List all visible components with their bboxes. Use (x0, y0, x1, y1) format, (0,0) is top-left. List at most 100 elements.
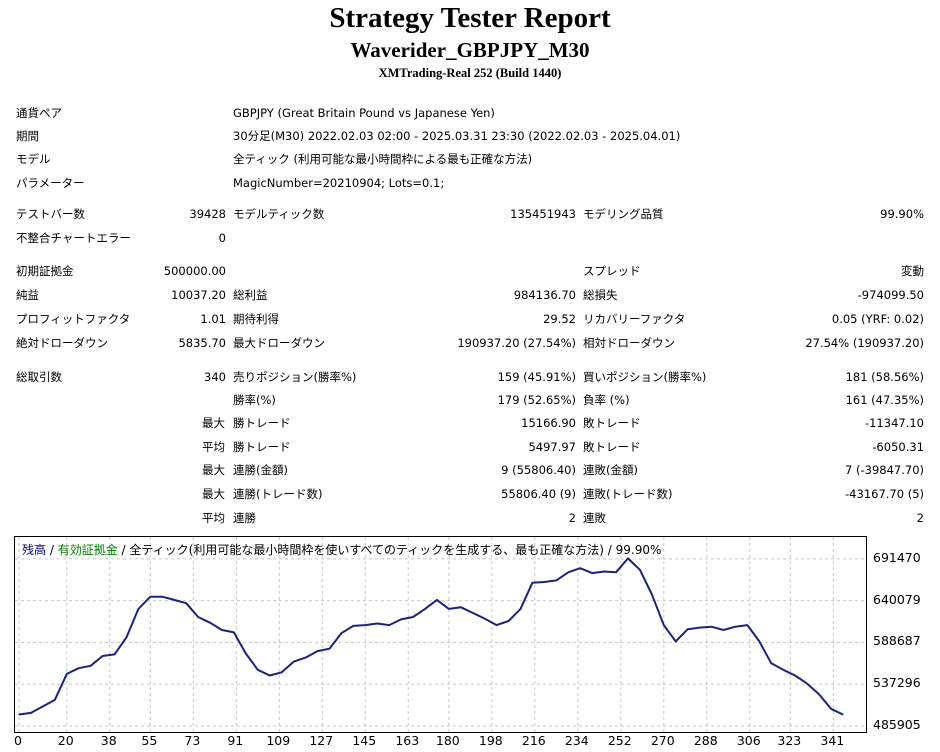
balance-point (770, 662, 772, 664)
y-tick-label: 691470 (873, 549, 921, 565)
balance-point (436, 599, 438, 601)
balance-point (758, 640, 760, 642)
x-tick-label: 216 (521, 733, 546, 748)
model-value: 全ティック (利用可能な最小時間枠による最も正確な方法) (233, 152, 533, 166)
balance-point (388, 624, 390, 626)
balance-point (305, 657, 307, 659)
balance-point (627, 557, 629, 559)
average-consecutive-prefix: 平均 (202, 511, 225, 525)
balance-point (66, 673, 68, 675)
balance-point (687, 628, 689, 630)
profit-trades-value: 179 (52.65%) (497, 393, 576, 407)
x-tick-label: 38 (100, 733, 117, 748)
profit-trades-label: 勝率(%) (233, 393, 276, 407)
largest-profit-label: 勝トレード (233, 416, 291, 430)
profit-factor-label: プロフィットファクタ (16, 312, 131, 326)
balance-point (699, 627, 701, 629)
recovery-factor-value: 0.05 (YRF: 0.02) (831, 312, 924, 326)
relative-drawdown-value: 27.54% (190937.20) (805, 336, 924, 350)
balance-point (424, 608, 426, 610)
total-trades-label: 総取引数 (16, 370, 62, 384)
average-consecutive-losses-label: 連敗 (583, 511, 606, 525)
balance-point (340, 632, 342, 634)
long-positions-value: 181 (58.56%) (845, 370, 924, 384)
consecutive-wins-label: 連勝(金額) (233, 463, 288, 477)
mismatch-label: 不整合チャートエラー (16, 231, 131, 245)
x-tick-label: 145 (352, 733, 377, 748)
legend-separator: / (46, 543, 58, 557)
balance-point (137, 608, 139, 610)
max-consecutive-count-prefix: 最大 (202, 487, 225, 501)
balance-point (352, 625, 354, 627)
legend-description: / 全ティック(利用可能な最小時間枠を使いすべてのティックを生成する、最も正確な… (117, 543, 662, 557)
balance-point (30, 712, 32, 714)
x-tick-label: 270 (650, 733, 675, 748)
balance-point (543, 581, 546, 583)
balance-point (400, 618, 402, 620)
bars-value: 39428 (189, 207, 226, 221)
balance-point (710, 626, 713, 628)
balance-chart-plot (15, 537, 866, 732)
x-tick-label: 127 (309, 733, 334, 748)
balance-point (591, 572, 593, 574)
symbol-value: GBPJPY (Great Britain Pound vs Japanese … (233, 106, 495, 120)
balance-point (125, 636, 128, 638)
balance-point (173, 599, 175, 601)
largest-prefix: 最大 (202, 416, 225, 430)
balance-point (842, 713, 844, 716)
spread-label: スプレッド (583, 264, 641, 278)
x-tick-label: 323 (777, 733, 802, 748)
balance-point (615, 571, 617, 573)
balance-point (54, 699, 56, 701)
period-label: 期間 (16, 129, 39, 143)
balance-point (782, 669, 784, 671)
balance-point (508, 620, 510, 622)
report-title: Strategy Tester Report (329, 2, 611, 34)
balance-point (281, 671, 283, 673)
maximal-drawdown-label: 最大ドローダウン (233, 336, 325, 350)
absolute-drawdown-label: 絶対ドローダウン (16, 336, 108, 350)
balance-point (460, 606, 462, 608)
average-prefix: 平均 (202, 440, 225, 454)
largest-loss-value: -11347.10 (864, 416, 924, 430)
balance-point (364, 624, 366, 626)
ticks-value: 135451943 (510, 207, 576, 221)
balance-point (209, 622, 211, 624)
balance-point (78, 667, 80, 669)
consecutive-loss-value: -43167.70 (5) (845, 487, 924, 501)
model-label: モデル (16, 152, 51, 166)
balance-point (316, 650, 319, 652)
balance-point (663, 624, 665, 626)
balance-point (496, 624, 498, 626)
balance-point (221, 629, 223, 631)
balance-point (412, 616, 414, 618)
deposit-value: 500000.00 (163, 264, 226, 278)
balance-point (806, 683, 808, 685)
x-tick-label: 252 (607, 733, 632, 748)
gross-profit-value: 984136.70 (513, 288, 576, 302)
balance-point (746, 624, 749, 626)
x-tick-label: 234 (564, 733, 589, 748)
largest-loss-label: 敗トレード (583, 416, 641, 430)
short-positions-value: 159 (45.91%) (497, 370, 576, 384)
balance-point (734, 626, 737, 628)
x-tick-label: 163 (395, 733, 420, 748)
balance-point (113, 653, 116, 655)
x-tick-label: 180 (435, 733, 460, 748)
largest-profit-value: 15166.90 (521, 416, 576, 430)
balance-point (519, 608, 522, 610)
net-profit-label: 純益 (16, 288, 39, 302)
bars-label: テストバー数 (16, 207, 85, 221)
balance-point (448, 608, 450, 610)
relative-drawdown-label: 相対ドローダウン (583, 336, 675, 350)
long-positions-label: 買いポジション(勝率%) (583, 370, 707, 384)
consecutive-wins-value: 9 (55806.40) (501, 463, 576, 477)
consecutive-losses-value: 7 (-39847.70) (845, 463, 924, 477)
balance-point (794, 674, 796, 677)
expert-name: Waverider_GBPJPY_M30 (350, 38, 590, 62)
x-tick-label: 91 (227, 733, 244, 748)
expected-payoff-value: 29.52 (543, 312, 576, 326)
deposit-label: 初期証拠金 (16, 264, 74, 278)
average-profit-value: 5497.97 (528, 440, 576, 454)
profit-factor-value: 1.01 (200, 312, 226, 326)
